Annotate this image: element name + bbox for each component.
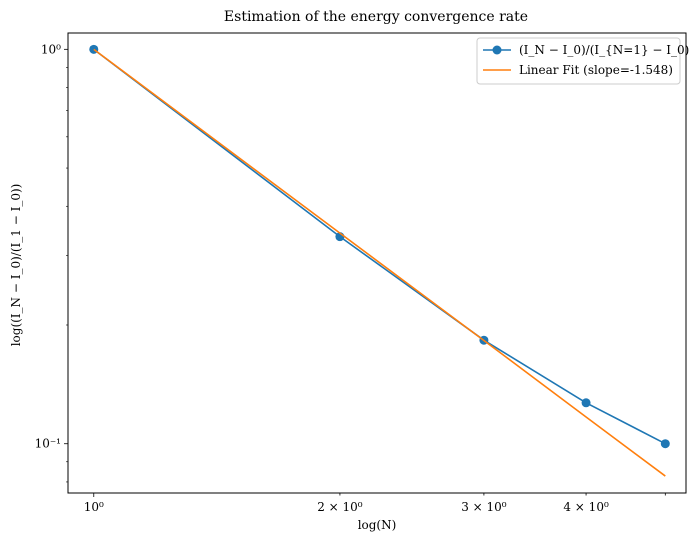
y-tick-label: 10⁰ bbox=[41, 42, 61, 56]
data-point bbox=[660, 439, 670, 449]
x-tick-label: 10⁰ bbox=[84, 500, 104, 514]
legend-entry-1: (I_N − I_0)/(I_{N=1} − I_0) bbox=[519, 43, 689, 57]
y-tick-label: 10⁻¹ bbox=[35, 437, 61, 451]
x-axis-label: log(N) bbox=[358, 518, 397, 532]
series-line-2 bbox=[93, 48, 666, 477]
x-tick-label: 4 × 10⁰ bbox=[563, 500, 609, 514]
legend: (I_N − I_0)/(I_{N=1} − I_0) Linear Fit (s… bbox=[476, 37, 689, 85]
plot-area bbox=[89, 44, 670, 477]
legend-entry-2: Linear Fit (slope=-1.548) bbox=[519, 63, 673, 77]
data-point bbox=[581, 398, 591, 408]
chart-title: Estimation of the energy convergence rat… bbox=[224, 9, 528, 25]
x-axis: 10⁰ 2 × 10⁰ 3 × 10⁰ 4 × 10⁰ bbox=[84, 493, 666, 514]
y-axis-label: log((I_N − I_0)/(I_1 − I_0)) bbox=[9, 184, 23, 347]
x-tick-label: 3 × 10⁰ bbox=[461, 500, 507, 514]
x-tick-label: 2 × 10⁰ bbox=[317, 500, 363, 514]
y-axis: 10⁰ 10⁻¹ bbox=[35, 42, 68, 483]
legend-box bbox=[476, 37, 681, 85]
plot-frame bbox=[67, 32, 687, 494]
legend-marker bbox=[492, 45, 502, 55]
